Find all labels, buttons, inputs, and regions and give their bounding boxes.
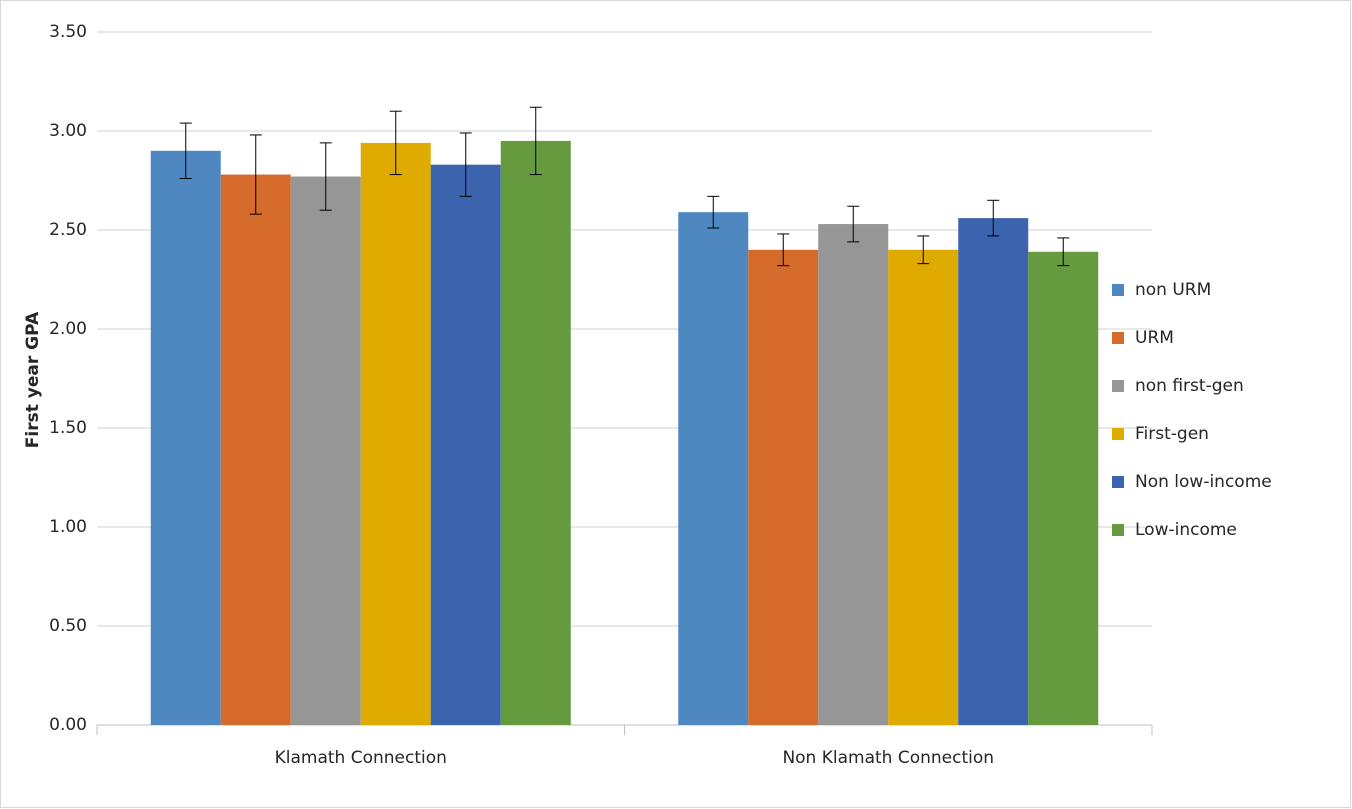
legend-label: Non low-income <box>1135 472 1272 492</box>
legend-swatch <box>1112 524 1124 536</box>
legend-label: non first-gen <box>1135 376 1244 396</box>
legend-swatch <box>1112 380 1124 392</box>
bar <box>500 140 571 725</box>
y-axis-label: First year GPA <box>23 311 43 448</box>
bar <box>678 212 749 725</box>
bar <box>958 218 1029 725</box>
y-tick-label: 2.50 <box>49 220 87 240</box>
error-bar <box>707 195 720 229</box>
error-bar <box>319 142 332 211</box>
legend-label: URM <box>1135 328 1174 348</box>
error-bar <box>1057 237 1070 267</box>
y-tick-label: 1.50 <box>49 418 87 438</box>
legend-label: Low-income <box>1135 520 1237 540</box>
error-bar <box>529 106 542 176</box>
bar <box>888 249 959 726</box>
y-tick-label: 0.00 <box>49 715 87 735</box>
bar <box>290 176 361 726</box>
y-tick-label: 3.00 <box>49 121 87 141</box>
bar <box>1028 251 1099 725</box>
bar <box>220 174 291 725</box>
y-tick-label: 1.00 <box>49 517 87 537</box>
error-bar <box>987 199 1000 237</box>
bar <box>360 142 431 725</box>
legend-label: non URM <box>1135 280 1211 300</box>
legend-label: First-gen <box>1135 424 1209 444</box>
bar <box>150 150 221 726</box>
y-tick-label: 0.50 <box>49 616 87 636</box>
error-bar <box>917 235 930 265</box>
error-bar <box>389 110 402 176</box>
y-tick-label: 3.50 <box>49 22 87 42</box>
bar <box>430 164 501 725</box>
error-bar <box>847 205 860 243</box>
error-bar <box>179 122 192 180</box>
x-tick-label: Non Klamath Connection <box>782 748 994 768</box>
x-tick-label: Klamath Connection <box>275 748 447 768</box>
error-bar <box>459 132 472 197</box>
bar <box>818 224 889 725</box>
error-bar <box>777 233 790 267</box>
legend-swatch <box>1112 428 1124 440</box>
legend-swatch <box>1112 476 1124 488</box>
bar <box>748 249 819 726</box>
y-tick-label: 2.00 <box>49 319 87 339</box>
legend-swatch <box>1112 332 1124 344</box>
legend-swatch <box>1112 284 1124 296</box>
error-bar <box>249 134 262 215</box>
